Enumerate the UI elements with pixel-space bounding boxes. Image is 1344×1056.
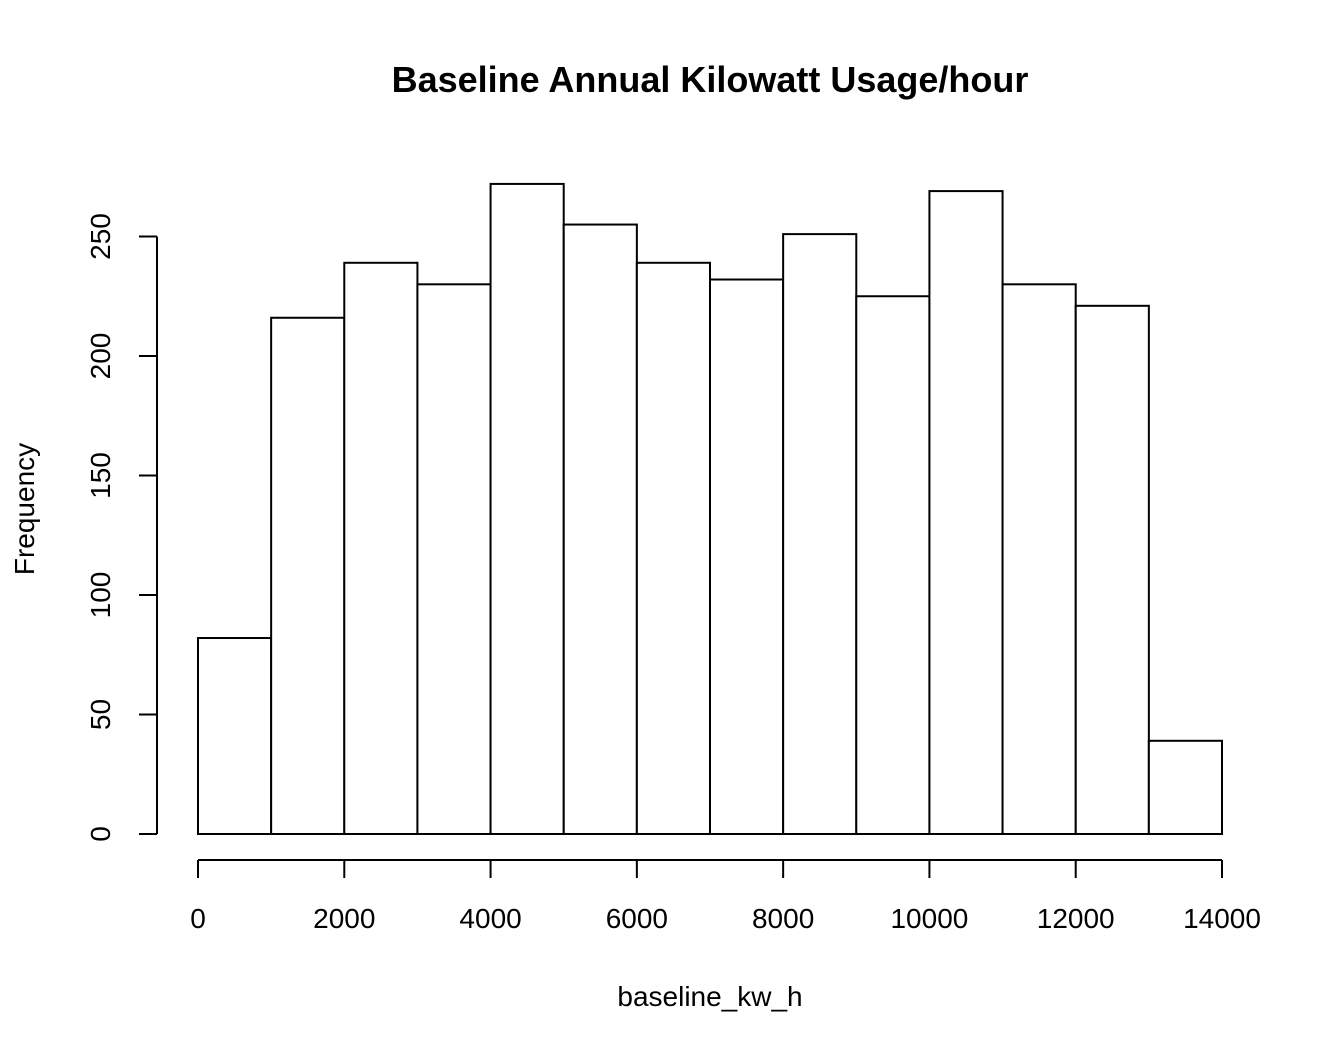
x-tick-label: 14000 (1183, 903, 1261, 934)
x-tick-label: 2000 (313, 903, 375, 934)
y-tick-label: 100 (85, 572, 116, 619)
y-tick-label: 250 (85, 213, 116, 260)
x-axis: 0 2000 4000 6000 8000 10000 12000 14000 (190, 859, 1261, 934)
histogram-bar (709, 278, 785, 835)
histogram-bar (562, 223, 638, 836)
histogram-bar (197, 637, 273, 836)
y-tick-label: 200 (85, 333, 116, 380)
histogram-bar (343, 261, 419, 836)
y-axis-label: Frequency (9, 443, 40, 575)
histogram-bar (855, 295, 931, 835)
x-tick-label: 0 (190, 903, 206, 934)
x-tick-label: 6000 (606, 903, 668, 934)
x-axis-label: baseline_kw_h (617, 981, 802, 1012)
histogram-bar (1147, 739, 1224, 835)
histogram-bar (635, 261, 711, 836)
histogram-bar (416, 283, 492, 835)
histogram-bar (928, 190, 1004, 835)
x-tick-label: 10000 (890, 903, 968, 934)
bars-group (197, 182, 1224, 836)
y-tick-label: 150 (85, 452, 116, 499)
y-tick-label: 0 (85, 826, 116, 842)
histogram-bar (489, 182, 565, 836)
y-tick-label: 50 (85, 699, 116, 730)
histogram-bar (1074, 304, 1150, 835)
chart-title: Baseline Annual Kilowatt Usage/hour (392, 59, 1029, 100)
y-axis: 0 50 100 150 200 250 (85, 213, 158, 842)
histogram-bar (270, 316, 346, 835)
x-tick-label: 8000 (752, 903, 814, 934)
x-tick-label: 4000 (459, 903, 521, 934)
x-tick-label: 12000 (1037, 903, 1115, 934)
histogram-bar (1001, 283, 1077, 835)
histogram-bar (782, 233, 858, 836)
